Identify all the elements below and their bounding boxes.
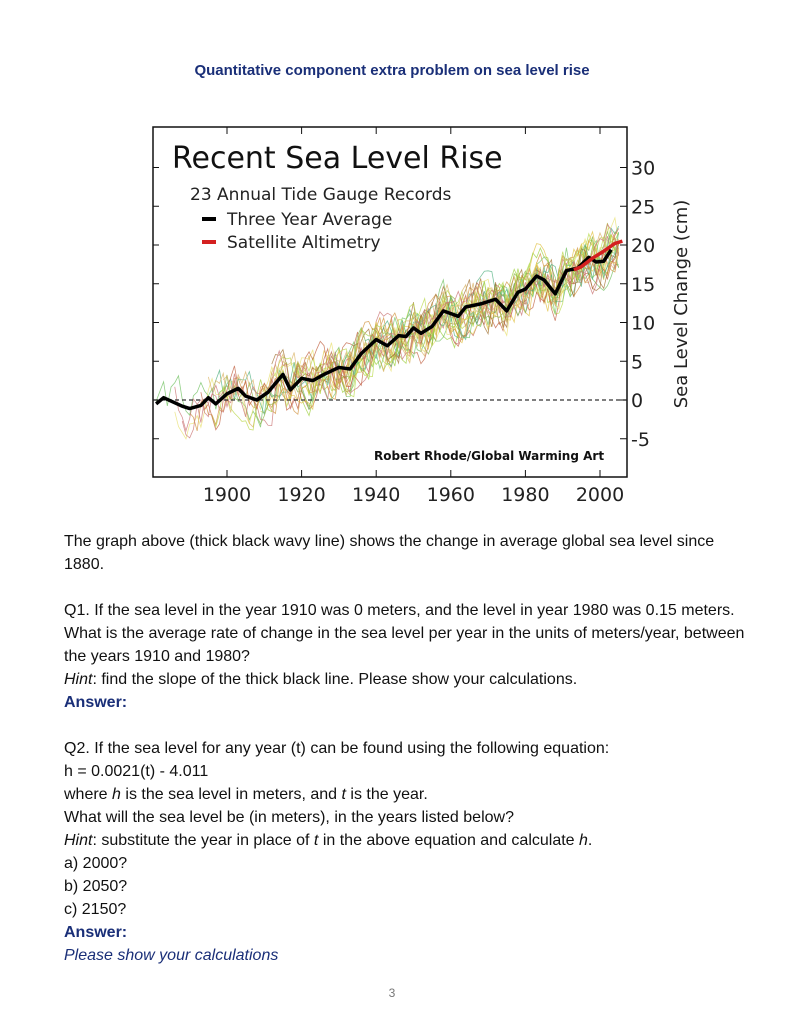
legend-swatch-black (202, 217, 216, 221)
var-t: t (341, 786, 346, 803)
chart-title: Recent Sea Level Rise (172, 141, 503, 176)
var-h: h (579, 832, 588, 849)
item-c: c) 2150? (64, 901, 127, 918)
hint-part: : substitute the year in place of (92, 832, 314, 849)
sea-level-chart: 1900 1920 1940 1960 1980 2000 -5051015202530 … (152, 126, 692, 506)
y-ticks: -5 0 5 10 15 20 25 30 (153, 158, 655, 451)
intro-text: The graph above (thick black wavy line) … (64, 533, 715, 573)
question-1: Q1. If the sea level in the year 1910 wa… (64, 602, 745, 665)
where-part: is the sea level in meters, and (120, 786, 342, 803)
plot-frame (152, 126, 628, 478)
answer-1-label: Answer: (64, 694, 128, 711)
where-text: where h is the sea level in meters, and … (64, 783, 754, 806)
var-h: h (112, 786, 121, 803)
page-number: 3 (388, 986, 396, 1000)
page-title: Quantitative component extra problem on … (194, 62, 590, 79)
y-tick-label: 0 (631, 390, 643, 412)
var-t: t (313, 832, 319, 849)
equation: h = 0.0021(t) - 4.011 (64, 763, 209, 780)
x-tick-label: 1940 (352, 484, 400, 506)
x-tick-label: 1960 (427, 484, 475, 506)
tide-gauge-trace (271, 241, 620, 388)
legend-label-average: Three Year Average (226, 210, 392, 230)
tide-gauge-trace (271, 234, 619, 408)
satellite-altimetry-line (573, 239, 623, 272)
three-year-average-line (155, 248, 613, 411)
chart-credit: Robert Rhode/Global Warming Art (374, 449, 604, 463)
x-tick-label: 1980 (501, 484, 549, 506)
where-part: where (64, 786, 113, 803)
hint-text: : find the slope of the thick black line… (92, 671, 578, 688)
y-axis-label: Sea Level Change (cm) (671, 200, 692, 409)
item-a: a) 2000? (64, 855, 128, 872)
y-tick-label: 15 (631, 274, 655, 296)
y-tick-label: -5 (631, 429, 650, 451)
tide-gauge-records (155, 216, 620, 440)
question-1-hint: Hint: find the slope of the thick black … (64, 668, 754, 691)
y-tick-label: 5 (631, 351, 643, 373)
tide-gauge-trace (267, 252, 619, 411)
y-tick-label: 10 (631, 313, 655, 335)
x-tick-label: 1900 (203, 484, 251, 506)
hint-label: Hint (64, 832, 93, 849)
document-body: The graph above (thick black wavy line) … (64, 530, 754, 967)
y-tick-label: 20 (631, 235, 655, 257)
question-2: Q2. If the sea level for any year (t) ca… (64, 740, 610, 757)
hint-label: Hint (64, 671, 93, 688)
where-part: is the year. (345, 786, 428, 803)
x-ticks: 1900 1920 1940 1960 1980 2000 (203, 127, 624, 506)
chart-subtitle: 23 Annual Tide Gauge Records (190, 185, 452, 205)
legend-swatch-red (202, 240, 216, 244)
x-tick-label: 2000 (576, 484, 624, 506)
calculation-note: Please show your calculations (64, 947, 279, 964)
hint-part: in the above equation and calculate (318, 832, 580, 849)
answer-2-label: Answer: (64, 924, 128, 941)
y-tick-label: 25 (631, 196, 655, 218)
legend-label-satellite: Satellite Altimetry (227, 233, 381, 253)
tide-gauge-trace (345, 232, 620, 382)
y-tick-label: 30 (631, 158, 655, 180)
hint-part: . (587, 832, 593, 849)
x-tick-label: 1920 (277, 484, 325, 506)
question-2-ask: What will the sea level be (in meters), … (64, 809, 514, 826)
question-2-hint: Hint: substitute the year in place of t … (64, 829, 754, 852)
item-b: b) 2050? (64, 878, 128, 895)
